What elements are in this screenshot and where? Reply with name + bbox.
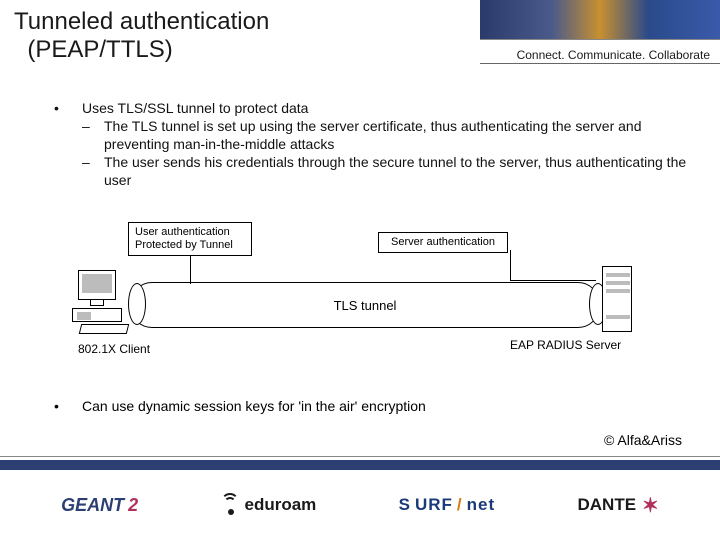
bullet-1-text: Uses TLS/SSL tunnel to protect data — [82, 100, 308, 118]
wifi-icon — [221, 495, 241, 515]
eduroam-text: eduroam — [245, 495, 317, 515]
keyboard-icon — [79, 324, 129, 334]
server-tower-icon — [602, 266, 636, 336]
sub-bullet-list: – The TLS tunnel is set up using the ser… — [82, 118, 690, 190]
title-line-1: Tunneled authentication — [14, 8, 269, 35]
client-computer-icon — [72, 270, 134, 336]
user-auth-line1: User authentication — [135, 226, 230, 238]
footer-divider — [0, 456, 720, 457]
surfnet-net: net — [467, 495, 496, 515]
bullet-2-text: Can use dynamic session keys for 'in the… — [82, 398, 426, 414]
geant2-logo: GEANT2 — [61, 495, 138, 516]
sub-bullet-2: – The user sends his credentials through… — [82, 154, 690, 190]
server-auth-text: Server authentication — [391, 236, 495, 248]
bullet-mark: • — [54, 100, 82, 118]
server-slot-icon — [606, 273, 630, 277]
copyright-text: © Alfa&Ariss — [604, 432, 682, 448]
tagline-underline — [480, 63, 720, 64]
client-caption: 802.1X Client — [78, 342, 150, 356]
surfnet-urf: URF — [415, 495, 453, 515]
server-slot-icon — [606, 315, 630, 319]
dash-mark: – — [82, 118, 104, 154]
server-caption: EAP RADIUS Server — [510, 338, 621, 352]
dash-mark: – — [82, 154, 104, 190]
callout-line-right-h — [510, 280, 596, 281]
title-line-2: (PEAP/TTLS) — [27, 36, 172, 63]
callout-line-left — [190, 256, 191, 284]
user-auth-label-box: User authentication Protected by Tunnel — [128, 222, 252, 256]
monitor-icon — [78, 270, 116, 300]
geant-2: 2 — [128, 495, 138, 516]
tagline: Connect. Communicate. Collaborate — [517, 48, 710, 62]
tls-tunnel-diagram: User authentication Protected by Tunnel … — [80, 220, 640, 370]
bullet-1: • Uses TLS/SSL tunnel to protect data — [54, 100, 690, 118]
dante-text: DANTE — [577, 495, 636, 515]
cpu-box-icon — [72, 308, 122, 322]
footer-logos: GEANT2 eduroam SURF/net DANTE ✶ — [0, 478, 720, 532]
surfnet-s: S — [399, 495, 411, 515]
sub-bullet-2-text: The user sends his credentials through t… — [104, 154, 690, 190]
callout-line-right — [510, 250, 511, 280]
tunnel-label: TLS tunnel — [334, 298, 397, 313]
sub-bullet-1: – The TLS tunnel is set up using the ser… — [82, 118, 690, 154]
server-body-icon — [602, 266, 632, 332]
server-auth-label-box: Server authentication — [378, 232, 508, 253]
bullet-mark: • — [54, 398, 82, 414]
slide-title: Tunneled authentication (PEAP/TTLS) — [14, 8, 269, 63]
bullet-2: • Can use dynamic session keys for 'in t… — [54, 398, 690, 414]
header-banner-image — [480, 0, 720, 40]
dante-logo: DANTE ✶ — [577, 493, 658, 518]
footer-bar — [0, 460, 720, 470]
surfnet-logo: SURF/net — [399, 495, 496, 515]
tls-tunnel-shape: TLS tunnel — [130, 282, 600, 328]
server-slot-icon — [606, 281, 630, 285]
content-block: • Uses TLS/SSL tunnel to protect data – … — [54, 100, 690, 190]
server-slot-icon — [606, 289, 630, 293]
eduroam-logo: eduroam — [221, 495, 317, 515]
dante-star-icon: ✶ — [642, 493, 659, 518]
monitor-stand-icon — [90, 300, 104, 306]
surfnet-slash: / — [457, 495, 463, 515]
sub-bullet-1-text: The TLS tunnel is set up using the serve… — [104, 118, 690, 154]
user-auth-line2: Protected by Tunnel — [135, 239, 233, 251]
geant-text: GEANT — [61, 495, 124, 516]
